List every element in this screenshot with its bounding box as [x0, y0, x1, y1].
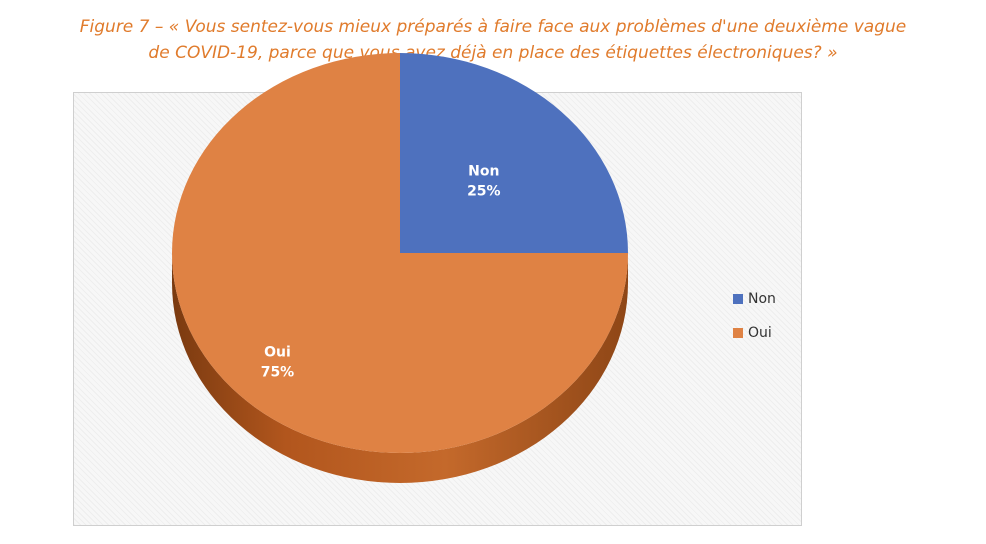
pie-label-oui-percent: 75%	[261, 364, 295, 380]
pie-label-non-category: Non	[468, 163, 499, 179]
legend-swatch-non	[733, 294, 743, 304]
legend-item-non: Non	[733, 282, 776, 316]
pie-label-oui-category: Oui	[264, 344, 291, 360]
pie-slice-oui	[172, 53, 628, 453]
legend-item-oui: Oui	[733, 316, 776, 350]
figure-caption: Figure 7 – « Vous sentez-vous mieux prép…	[0, 14, 986, 66]
pie-slice-non	[400, 53, 628, 253]
chart-legend: Non Oui	[733, 282, 776, 350]
pie-data-labels: Non 25% Oui 75%	[261, 163, 501, 380]
figure-caption-line-2: de COVID-19, parce que vous avez déjà en…	[148, 43, 838, 63]
legend-label-non: Non	[748, 291, 776, 307]
legend-swatch-oui	[733, 328, 743, 338]
legend-label-oui: Oui	[748, 325, 772, 341]
figure-caption-line-1: Figure 7 – « Vous sentez-vous mieux prép…	[79, 17, 907, 37]
pie-top-face	[172, 53, 628, 453]
pie-label-non-percent: 25%	[467, 183, 501, 199]
